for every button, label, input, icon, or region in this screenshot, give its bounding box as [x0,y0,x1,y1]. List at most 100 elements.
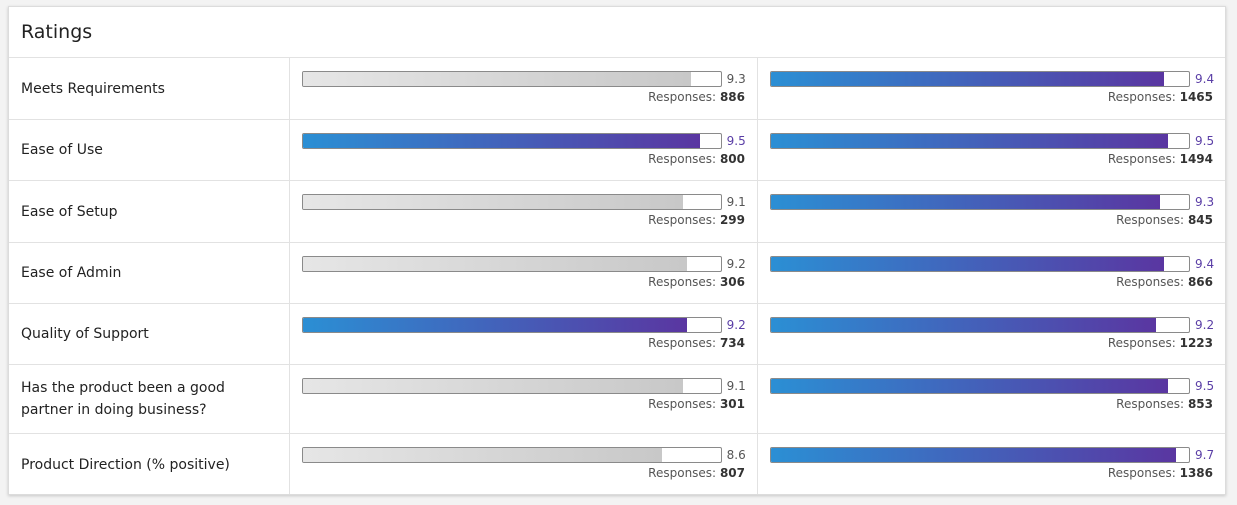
responses-count: Responses: 800 [302,152,745,166]
rating-bar [770,256,1190,272]
rating-score: 9.1 [726,379,746,393]
rating-score: 9.2 [726,318,746,332]
responses-count: Responses: 299 [302,213,745,227]
responses-value: 734 [719,336,745,350]
rating-cell-right: 9.5 Responses: 853 [758,365,1225,433]
responses-value: 299 [719,213,745,227]
rating-bar-fill [302,195,683,209]
rating-bar [301,256,722,272]
rating-cell-left: 9.1 Responses: 301 [290,365,758,433]
responses-value: 853 [1187,397,1213,411]
rating-score: 9.4 [1195,72,1215,86]
rating-row: Has the product been a good partner in d… [9,365,1225,434]
responses-label: Responses: [648,213,717,227]
rating-cell-left: 9.2 Responses: 306 [290,243,758,303]
rating-bar-fill [302,257,688,271]
rating-cell-right: 9.2 Responses: 1223 [758,304,1225,364]
rating-bar [770,317,1190,333]
rating-bar-fill [771,318,1156,332]
rating-cell-left: 9.3 Responses: 886 [290,58,758,119]
responses-value: 1494 [1179,152,1213,166]
rating-row: Ease of Use 9.5 Responses: 800 9.5 Responses… [9,120,1225,181]
responses-value: 1465 [1179,90,1213,104]
responses-count: Responses: 306 [302,275,745,289]
card-title: Ratings [21,21,93,43]
responses-value: 800 [719,152,745,166]
rating-bar [301,447,722,463]
rating-score: 9.7 [1195,448,1215,462]
rating-cell-right: 9.4 Responses: 1465 [758,58,1225,119]
rating-score: 9.5 [1195,134,1215,148]
responses-value: 807 [719,466,745,480]
ratings-card: Ratings Meets Requirements 9.3 Responses: … [8,6,1226,495]
rating-cell-right: 9.7 Responses: 1386 [758,434,1225,494]
responses-value: 1386 [1179,466,1213,480]
responses-label: Responses: [648,275,717,289]
responses-value: 866 [1187,275,1213,289]
rating-bar [770,133,1190,149]
rating-label: Ease of Use [9,120,290,180]
rating-bar [301,194,722,210]
rating-score: 9.2 [726,257,746,271]
rating-label: Ease of Setup [9,181,290,242]
card-header: Ratings [9,7,1225,58]
rating-bar [770,71,1190,87]
rating-bar [301,317,722,333]
responses-label: Responses: [648,466,717,480]
responses-count: Responses: 886 [302,90,745,104]
rating-bar-fill [771,379,1169,393]
rating-row: Ease of Setup 9.1 Responses: 299 9.3 Respons… [9,181,1225,243]
responses-label: Responses: [1107,152,1176,166]
responses-value: 886 [719,90,745,104]
rating-cell-left: 9.1 Responses: 299 [290,181,758,242]
rating-cell-left: 8.6 Responses: 807 [290,434,758,494]
responses-label: Responses: [648,90,717,104]
responses-value: 845 [1187,213,1213,227]
responses-label: Responses: [648,336,717,350]
rating-label: Has the product been a good partner in d… [9,365,290,433]
rating-score: 9.4 [1195,257,1215,271]
rating-row: Product Direction (% positive) 8.6 Respons… [9,434,1225,494]
responses-label: Responses: [1116,213,1185,227]
ratings-table: Meets Requirements 9.3 Responses: 886 9.4 Re… [9,58,1225,494]
responses-count: Responses: 301 [302,397,745,411]
rating-cell-left: 9.5 Responses: 800 [290,120,758,180]
rating-bar-fill [302,72,692,86]
rating-label: Meets Requirements [9,58,290,119]
responses-count: Responses: 1465 [770,90,1213,104]
rating-bar-fill [771,448,1177,462]
rating-row: Quality of Support 9.2 Responses: 734 9.2 Re… [9,304,1225,365]
rating-cell-right: 9.5 Responses: 1494 [758,120,1225,180]
rating-cell-left: 9.2 Responses: 734 [290,304,758,364]
responses-label: Responses: [1107,466,1176,480]
rating-bar [301,133,722,149]
responses-count: Responses: 1223 [770,336,1213,350]
rating-bar [301,71,722,87]
responses-label: Responses: [1107,336,1176,350]
rating-score: 8.6 [726,448,746,462]
responses-label: Responses: [1107,90,1176,104]
rating-score: 9.3 [726,72,746,86]
responses-count: Responses: 866 [770,275,1213,289]
rating-bar [301,378,722,394]
responses-label: Responses: [1116,397,1185,411]
responses-count: Responses: 845 [770,213,1213,227]
rating-cell-right: 9.3 Responses: 845 [758,181,1225,242]
rating-row: Meets Requirements 9.3 Responses: 886 9.4 Re… [9,58,1225,120]
rating-label: Ease of Admin [9,243,290,303]
rating-label: Quality of Support [9,304,290,364]
rating-bar-fill [771,195,1160,209]
rating-bar-fill [302,448,663,462]
rating-score: 9.1 [726,195,746,209]
responses-label: Responses: [1116,275,1185,289]
responses-value: 1223 [1179,336,1213,350]
responses-count: Responses: 807 [302,466,745,480]
rating-bar-fill [771,134,1169,148]
responses-value: 301 [719,397,745,411]
responses-label: Responses: [648,152,717,166]
responses-count: Responses: 1386 [770,466,1213,480]
rating-bar-fill [771,257,1164,271]
rating-bar-fill [302,318,688,332]
rating-score: 9.2 [1195,318,1215,332]
rating-bar [770,378,1190,394]
